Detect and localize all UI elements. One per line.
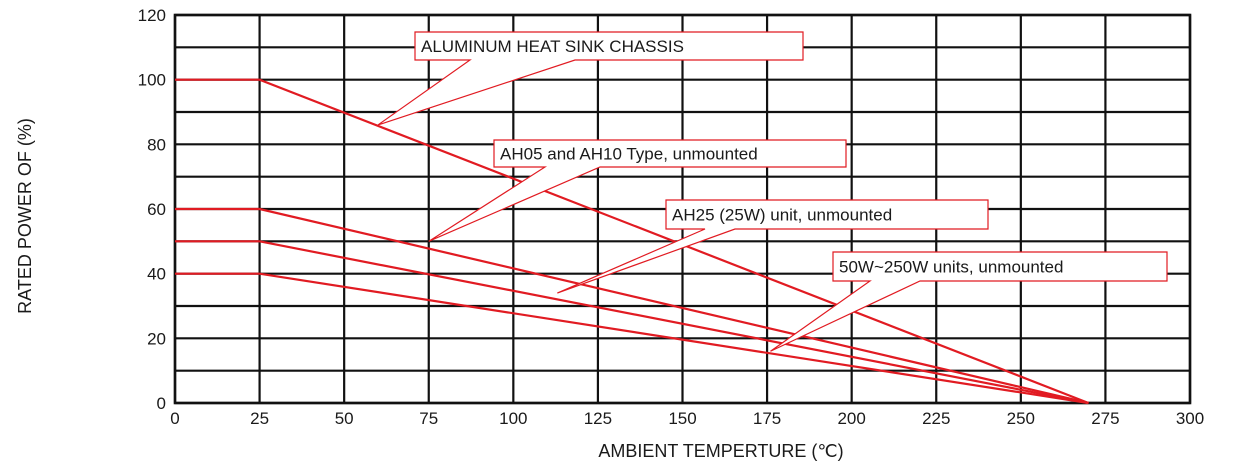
- callout-label: 50W~250W units, unmounted: [839, 258, 1063, 277]
- callout-2: AH05 and AH10 Type, unmounted: [428, 139, 847, 242]
- y-tick-label: 20: [147, 329, 166, 348]
- y-tick-label: 60: [147, 200, 166, 219]
- x-tick-label: 150: [668, 409, 696, 428]
- x-tick-label: 125: [584, 409, 612, 428]
- callout-bubble: [428, 139, 847, 242]
- x-tick-label: 0: [170, 409, 179, 428]
- series-line-3: [175, 240, 1089, 405]
- callout-3: AH25 (25W) unit, unmounted: [557, 199, 989, 294]
- x-tick-label: 25: [250, 409, 269, 428]
- y-tick-label: 0: [157, 394, 166, 413]
- x-tick-label: 175: [753, 409, 781, 428]
- callout-bubble: [557, 199, 989, 294]
- y-axis-title: RATED POWER OF (%): [15, 118, 35, 314]
- x-axis-title: AMBIENT TEMPERTURE (℃): [598, 441, 843, 461]
- callout-1: ALUMINUM HEAT SINK CHASSIS: [377, 31, 804, 126]
- x-tick-label: 225: [922, 409, 950, 428]
- y-tick-label: 120: [138, 6, 166, 25]
- callout-label: ALUMINUM HEAT SINK CHASSIS: [421, 37, 684, 56]
- callout-label: AH25 (25W) unit, unmounted: [672, 206, 892, 225]
- x-tick-label: 200: [837, 409, 865, 428]
- series-lines: [175, 78, 1089, 405]
- x-tick-label: 100: [499, 409, 527, 428]
- y-tick-label: 80: [147, 135, 166, 154]
- tick-labels: 0 25 50 75 100 125 150 175 200 225 250 275 300 0 20 40 6…: [138, 6, 1205, 428]
- callout-4: 50W~250W units, unmounted: [770, 251, 1168, 352]
- series-line-2: [175, 207, 1089, 405]
- callouts: ALUMINUM HEAT SINK CHASSIS AH05 and AH10 …: [377, 31, 1168, 352]
- x-tick-label: 300: [1176, 409, 1204, 428]
- callout-label: AH05 and AH10 Type, unmounted: [500, 145, 758, 164]
- x-tick-label: 75: [419, 409, 438, 428]
- y-tick-label: 100: [138, 71, 166, 90]
- callout-bubble: [377, 31, 804, 126]
- x-tick-label: 50: [335, 409, 354, 428]
- y-tick-label: 40: [147, 265, 166, 284]
- x-tick-label: 275: [1091, 409, 1119, 428]
- x-tick-label: 250: [1007, 409, 1035, 428]
- callout-bubble: [770, 251, 1168, 352]
- series-line-4: [175, 272, 1089, 405]
- series-line-1: [175, 78, 1089, 405]
